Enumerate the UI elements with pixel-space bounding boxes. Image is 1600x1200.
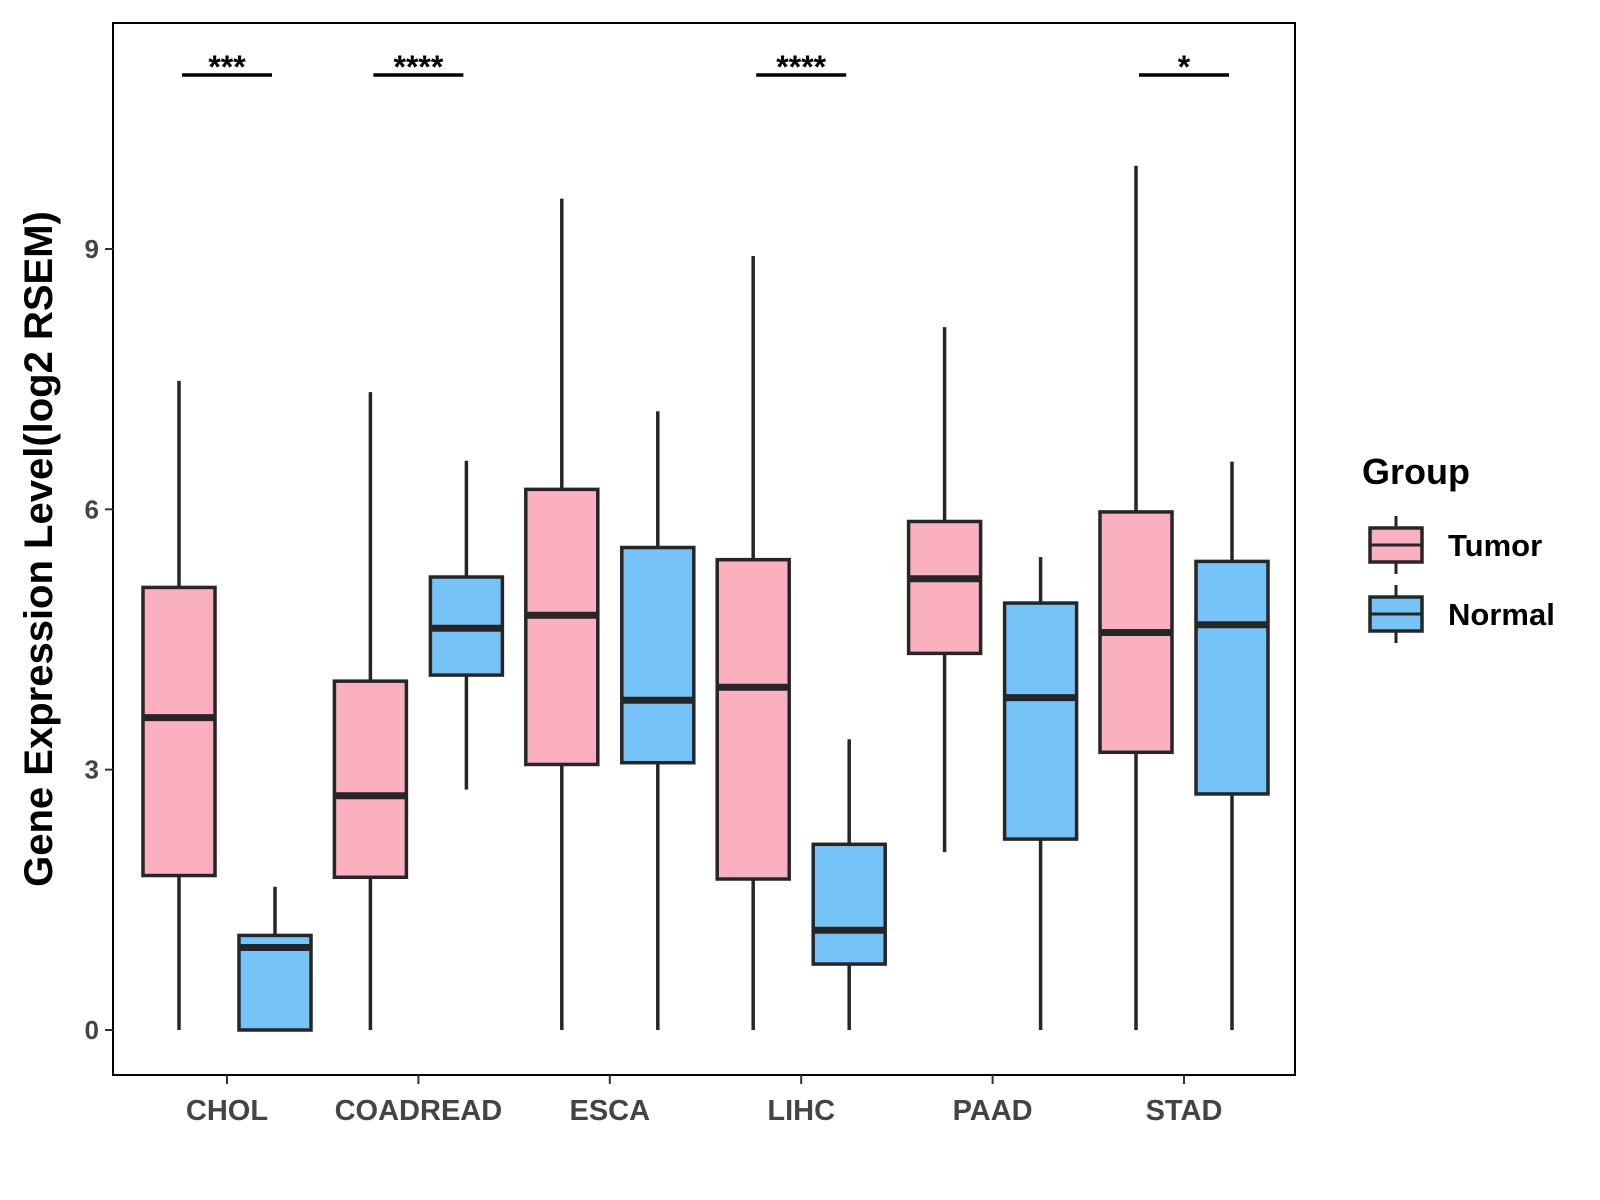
legend-item-normal: Normal — [1368, 585, 1555, 643]
box-normal-lihc — [811, 739, 887, 1030]
x-tick-label: LIHC — [767, 1095, 835, 1127]
x-tick-label: COADREAD — [335, 1095, 503, 1127]
significance-layer: *** **** **** * — [182, 49, 1229, 85]
box-iqr — [906, 519, 983, 656]
y-tick-label: 6 — [85, 494, 99, 524]
box-normal-esca — [620, 411, 696, 1030]
box-iqr — [332, 679, 409, 880]
box-iqr — [1194, 559, 1270, 796]
box-normal-paad — [1002, 557, 1079, 1030]
significance-label: **** — [393, 49, 443, 85]
plot-panel — [112, 22, 1296, 1076]
boxes-layer — [141, 165, 1270, 1032]
box-tumor-chol — [141, 380, 217, 1030]
x-tick-label: ESCA — [570, 1095, 651, 1127]
box-normal-coadread — [428, 460, 505, 790]
box-iqr — [524, 487, 600, 767]
box-iqr — [811, 842, 887, 966]
box-tumor-coadread — [332, 392, 409, 1030]
y-tick-label: 9 — [85, 234, 99, 264]
x-tick-label: PAAD — [953, 1095, 1033, 1127]
legend-label: Tumor — [1448, 528, 1542, 563]
legend-label: Normal — [1448, 597, 1555, 632]
box-iqr — [1002, 601, 1079, 841]
box-tumor-lihc — [715, 255, 791, 1030]
significance-label: *** — [208, 49, 246, 85]
y-tick-label: 3 — [85, 755, 99, 785]
legend-item-tumor: Tumor — [1368, 516, 1542, 574]
box-iqr — [620, 545, 696, 765]
y-tick-label: 0 — [85, 1015, 99, 1045]
significance-label: **** — [776, 49, 826, 85]
x-tick-label: STAD — [1146, 1095, 1223, 1127]
box-tumor-paad — [906, 327, 983, 853]
box-normal-chol — [237, 886, 313, 1032]
box-tumor-stad — [1098, 165, 1174, 1030]
box-iqr — [237, 933, 313, 1032]
box-tumor-esca — [524, 198, 600, 1030]
y-axis-title: Gene Expression Level(log2 RSEM) — [17, 211, 61, 887]
legend: Group Tumor Normal — [1362, 451, 1555, 643]
x-axis: CHOL COADREAD ESCA LIHC PAAD STAD — [186, 1075, 1222, 1127]
y-axis: 0 3 6 9 — [85, 234, 113, 1045]
legend-title: Group — [1362, 451, 1470, 492]
box-normal-stad — [1194, 461, 1270, 1030]
significance-label: * — [1178, 49, 1191, 85]
x-tick-label: CHOL — [186, 1095, 268, 1127]
box-iqr — [141, 585, 217, 878]
box-iqr — [715, 557, 791, 881]
